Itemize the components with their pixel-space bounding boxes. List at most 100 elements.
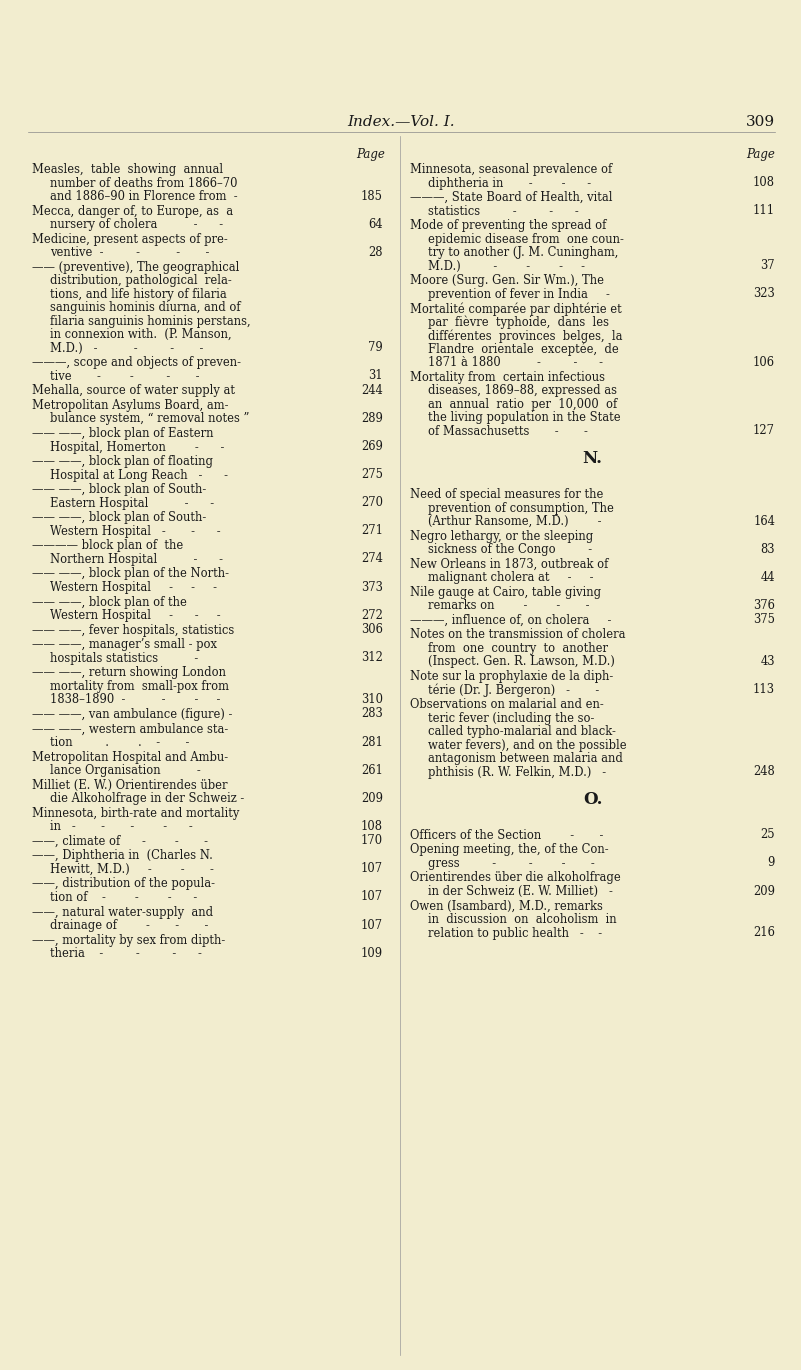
Text: 289: 289 [361, 412, 383, 425]
Text: ——, climate of      -        -       -: ——, climate of - - - [32, 834, 208, 848]
Text: Measles,  table  showing  annual: Measles, table showing annual [32, 163, 223, 175]
Text: 64: 64 [368, 218, 383, 230]
Text: 43: 43 [760, 655, 775, 669]
Text: in   -       -       -        -      -: in - - - - - [50, 821, 193, 833]
Text: filaria sanguinis hominis perstans,: filaria sanguinis hominis perstans, [50, 315, 251, 327]
Text: 107: 107 [361, 918, 383, 932]
Text: Notes on the transmission of cholera: Notes on the transmission of cholera [410, 629, 626, 641]
Text: Hospital, Homerton        -      -: Hospital, Homerton - - [50, 441, 224, 453]
Text: 127: 127 [753, 425, 775, 437]
Text: 1871 à 1880          -         -      -: 1871 à 1880 - - - [428, 356, 603, 370]
Text: 272: 272 [361, 608, 383, 622]
Text: —— ——, block plan of South-: —— ——, block plan of South- [32, 511, 206, 525]
Text: 37: 37 [760, 259, 775, 273]
Text: 111: 111 [753, 204, 775, 218]
Text: N.: N. [582, 451, 602, 467]
Text: Negro lethargy, or the sleeping: Negro lethargy, or the sleeping [410, 530, 594, 543]
Text: 216: 216 [753, 926, 775, 940]
Text: Page: Page [356, 148, 385, 162]
Text: 244: 244 [361, 384, 383, 397]
Text: from  one  country  to  another: from one country to another [428, 643, 608, 655]
Text: (Inspect. Gen. R. Lawson, M.D.): (Inspect. Gen. R. Lawson, M.D.) [428, 655, 615, 669]
Text: Flandre  orientale  exceptée,  de: Flandre orientale exceptée, de [428, 342, 618, 356]
Text: Minnesota, seasonal prevalence of: Minnesota, seasonal prevalence of [410, 163, 612, 175]
Text: try to another (J. M. Cuningham,: try to another (J. M. Cuningham, [428, 247, 618, 259]
Text: tion of    -        -        -      -: tion of - - - - [50, 890, 197, 904]
Text: Need of special measures for the: Need of special measures for the [410, 488, 603, 501]
Text: 270: 270 [361, 496, 383, 510]
Text: Mode of preventing the spread of: Mode of preventing the spread of [410, 219, 606, 232]
Text: Metropolitan Asylums Board, am-: Metropolitan Asylums Board, am- [32, 399, 228, 412]
Text: Mecca, danger of, to Europe, as  a: Mecca, danger of, to Europe, as a [32, 204, 233, 218]
Text: antagonism between malaria and: antagonism between malaria and [428, 752, 623, 764]
Text: ——, distribution of the popula-: ——, distribution of the popula- [32, 877, 215, 891]
Text: diseases, 1869–88, expressed as: diseases, 1869–88, expressed as [428, 385, 617, 397]
Text: ——, natural water-supply  and: ——, natural water-supply and [32, 906, 213, 918]
Text: Observations on malarial and en-: Observations on malarial and en- [410, 699, 604, 711]
Text: 83: 83 [760, 543, 775, 556]
Text: 107: 107 [361, 863, 383, 875]
Text: —— ——, manager’s small - pox: —— ——, manager’s small - pox [32, 638, 217, 651]
Text: (Arthur Ransome, M.D.)        -: (Arthur Ransome, M.D.) - [428, 515, 602, 527]
Text: 271: 271 [361, 525, 383, 537]
Text: sickness of the Congo         -: sickness of the Congo - [428, 543, 592, 556]
Text: statistics         -         -      -: statistics - - - [428, 204, 579, 218]
Text: diphtheria in       -        -      -: diphtheria in - - - [428, 177, 591, 189]
Text: 306: 306 [361, 623, 383, 636]
Text: 373: 373 [361, 581, 383, 593]
Text: teric fever (including the so-: teric fever (including the so- [428, 711, 594, 725]
Text: theria    -         -         -      -: theria - - - - [50, 947, 202, 960]
Text: 309: 309 [746, 115, 775, 129]
Text: M.D.)   -          -         -       -: M.D.) - - - - [50, 341, 203, 355]
Text: distribution, pathological  rela-: distribution, pathological rela- [50, 274, 231, 288]
Text: 209: 209 [361, 792, 383, 804]
Text: 113: 113 [753, 684, 775, 696]
Text: die Alkoholfrage in der Schweiz -: die Alkoholfrage in der Schweiz - [50, 792, 244, 806]
Text: Northern Hospital          -      -: Northern Hospital - - [50, 553, 223, 566]
Text: 281: 281 [361, 736, 383, 748]
Text: and 1886–90 in Florence from  -: and 1886–90 in Florence from - [50, 190, 238, 203]
Text: 185: 185 [361, 189, 383, 203]
Text: tions, and life history of filaria: tions, and life history of filaria [50, 288, 227, 301]
Text: ——, mortality by sex from dipth-: ——, mortality by sex from dipth- [32, 933, 225, 947]
Text: 312: 312 [361, 651, 383, 664]
Text: Hewitt, M.D.)     -        -       -: Hewitt, M.D.) - - - [50, 863, 214, 875]
Text: Western Hospital     -     -     -: Western Hospital - - - [50, 581, 217, 595]
Text: Medicine, present aspects of pre-: Medicine, present aspects of pre- [32, 233, 227, 245]
Text: Minnesota, birth-rate and mortality: Minnesota, birth-rate and mortality [32, 807, 239, 819]
Text: —— ——, western ambulance sta-: —— ——, western ambulance sta- [32, 722, 228, 736]
Text: Western Hospital   -       -      -: Western Hospital - - - [50, 525, 220, 538]
Text: prevention of fever in India     -: prevention of fever in India - [428, 288, 610, 301]
Text: in der Schweiz (E. W. Milliet)   -: in der Schweiz (E. W. Milliet) - [428, 885, 613, 897]
Text: water fevers), and on the possible: water fevers), and on the possible [428, 738, 626, 752]
Text: ———— block plan of  the: ———— block plan of the [32, 540, 183, 552]
Text: Note sur la prophylaxie de la diph-: Note sur la prophylaxie de la diph- [410, 670, 614, 684]
Text: —— ——, block plan of floating: —— ——, block plan of floating [32, 455, 213, 469]
Text: 1838–1890  -          -        -     -: 1838–1890 - - - - [50, 693, 220, 707]
Text: 108: 108 [361, 819, 383, 833]
Text: lance Organisation          -: lance Organisation - [50, 764, 201, 777]
Text: 108: 108 [753, 177, 775, 189]
Text: the living population in the State: the living population in the State [428, 411, 621, 425]
Text: —— ——, block plan of the North-: —— ——, block plan of the North- [32, 567, 229, 581]
Text: in connexion with.  (P. Manson,: in connexion with. (P. Manson, [50, 329, 231, 341]
Text: Milliet (E. W.) Orientirendes über: Milliet (E. W.) Orientirendes über [32, 778, 227, 792]
Text: 28: 28 [368, 245, 383, 259]
Text: drainage of        -       -       -: drainage of - - - [50, 919, 208, 932]
Text: ———, scope and objects of preven-: ———, scope and objects of preven- [32, 356, 241, 370]
Text: in  discussion  on  alcoholism  in: in discussion on alcoholism in [428, 912, 617, 926]
Text: Nile gauge at Cairo, table giving: Nile gauge at Cairo, table giving [410, 586, 601, 599]
Text: epidemic disease from  one coun-: epidemic disease from one coun- [428, 233, 624, 245]
Text: malignant cholera at     -     -: malignant cholera at - - [428, 571, 594, 584]
Text: 107: 107 [361, 890, 383, 903]
Text: M.D.)         -        -        -     -: M.D.) - - - - [428, 260, 585, 273]
Text: différentes  provinces  belges,  la: différentes provinces belges, la [428, 329, 622, 342]
Text: ventive  -         -          -       -: ventive - - - - [50, 247, 209, 259]
Text: nursery of cholera          -      -: nursery of cholera - - [50, 218, 223, 232]
Text: —— ——, block plan of Eastern: —— ——, block plan of Eastern [32, 427, 214, 440]
Text: O.: O. [583, 790, 602, 808]
Text: 79: 79 [368, 341, 383, 355]
Text: gress         -         -        -       -: gress - - - - [428, 856, 595, 870]
Text: Opening meeting, the, of the Con-: Opening meeting, the, of the Con- [410, 844, 609, 856]
Text: par  fièvre  typhoide,  dans  les: par fièvre typhoide, dans les [428, 316, 609, 329]
